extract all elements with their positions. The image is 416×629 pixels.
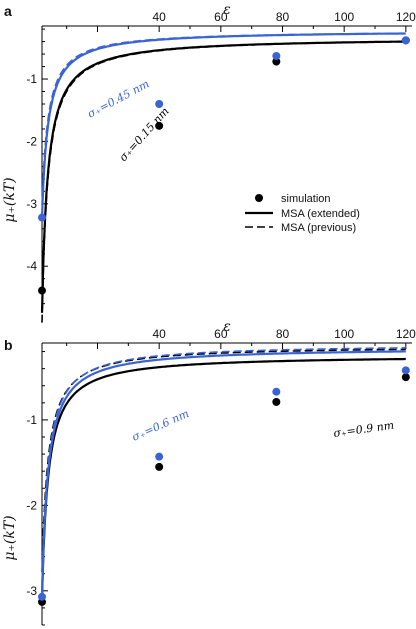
panel-b-curves xyxy=(40,347,406,599)
point-sim_s09 xyxy=(272,397,281,406)
point-sim_s06 xyxy=(401,366,410,375)
x-tick-label: 40 xyxy=(152,10,166,24)
legend-extended-label: MSA (extended) xyxy=(281,208,360,220)
y-tick-label: -3 xyxy=(26,197,37,211)
legend: simulation MSA (extended) MSA (previous) xyxy=(245,193,360,234)
x-tick-label: 40 xyxy=(152,327,166,341)
x-tick-label: 60 xyxy=(214,10,228,24)
point-sim_s015 xyxy=(38,286,46,295)
point-sim_s015 xyxy=(272,57,281,66)
x-tick-label: 100 xyxy=(334,10,354,24)
curve-ext_s09 xyxy=(40,357,406,599)
x-tick-label: 120 xyxy=(396,10,416,24)
x-tick-label: 80 xyxy=(276,10,290,24)
legend-simulation-label: simulation xyxy=(281,193,331,205)
panel-a-x-axis-title: ε xyxy=(223,2,231,18)
panel-b: b ε μ₊(kT) 40 60 80 100 120-1-2-3 σ₊=0.6 nm … xyxy=(2,319,416,626)
point-sim_s06 xyxy=(155,452,164,461)
point-sim_s045 xyxy=(272,51,281,60)
curve-prev_s09 xyxy=(41,348,406,573)
x-tick-label: 100 xyxy=(334,327,354,341)
curve-prev_s015 xyxy=(41,40,406,323)
x-tick-label: 80 xyxy=(276,327,290,341)
panel-b-y-axis-title: μ₊(kT) xyxy=(2,515,18,560)
panel-b-label: b xyxy=(4,337,13,353)
legend-previous-label: MSA (previous) xyxy=(281,222,356,234)
point-sim_s045 xyxy=(38,213,46,222)
panel-b-points xyxy=(38,366,410,606)
point-sim_s06 xyxy=(272,387,281,396)
curve-ext_s015 xyxy=(40,40,406,313)
panel-a-label: a xyxy=(4,3,12,19)
y-tick-label: -2 xyxy=(26,134,37,148)
panel-a-axes: 40 60 80 100 120 -1 -2 -3 -4 xyxy=(26,10,416,313)
curve-ext_s045 xyxy=(40,32,406,218)
panel-a: a ε μ₊(kT) 40 60 80 100 120 -1 -2 -3 -4 σ₊=0.45 … xyxy=(2,2,416,323)
curve-ext_s06 xyxy=(40,350,406,596)
panel-a-points xyxy=(38,36,410,295)
point-sim_s045 xyxy=(401,36,410,45)
y-tick-label: -4 xyxy=(26,259,37,273)
y-tick-label: -2 xyxy=(26,498,37,512)
x-tick-label: 120 xyxy=(396,327,416,341)
point-sim_s09 xyxy=(401,373,410,382)
point-sim_s06 xyxy=(38,592,46,601)
y-tick-label: -1 xyxy=(26,72,37,86)
panel-a-y-axis-title: μ₊(kT) xyxy=(2,177,18,222)
annotation-sigma-045: σ₊=0.45 nm xyxy=(85,77,151,120)
y-tick-label: -1 xyxy=(26,413,37,427)
y-tick-label: -3 xyxy=(26,584,37,598)
curve-prev_s045 xyxy=(41,32,406,206)
curve-prev_s06 xyxy=(41,347,406,584)
point-sim_s09 xyxy=(155,462,164,471)
point-sim_s045 xyxy=(155,99,164,108)
x-tick-label: 60 xyxy=(214,327,228,341)
annotation-sigma-06: σ₊=0.6 nm xyxy=(130,407,191,444)
annotation-sigma-015: σ₊=0.15 nm xyxy=(117,105,172,164)
panel-b-axes: 40 60 80 100 120 -1 -2 -3 xyxy=(26,327,416,626)
annotation-sigma-09: σ₊=0.9 nm xyxy=(333,419,395,440)
legend-simulation-marker xyxy=(255,194,263,202)
panel-a-curves xyxy=(40,32,406,323)
point-sim_s015 xyxy=(155,121,164,130)
panel-b-x-axis-title: ε xyxy=(223,319,231,335)
